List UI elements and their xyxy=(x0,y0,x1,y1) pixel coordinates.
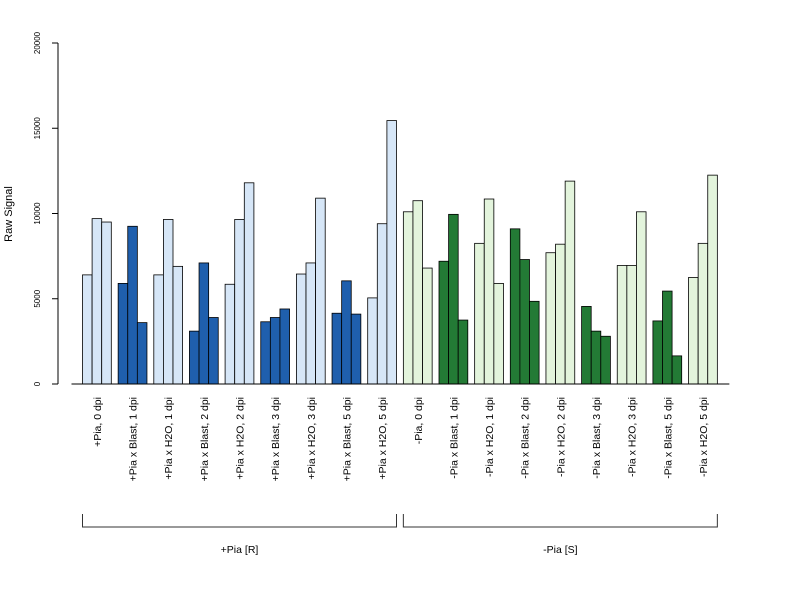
bar xyxy=(260,321,271,385)
bar xyxy=(208,317,219,385)
bar xyxy=(91,218,103,385)
x-tick-label: +Pia x Blast, 3 dpi xyxy=(270,397,282,481)
bar xyxy=(545,252,556,385)
x-tick-label: +Pia x H2O, 3 dpi xyxy=(306,397,318,480)
bar xyxy=(367,297,378,385)
bar xyxy=(224,283,236,385)
bar xyxy=(402,211,414,385)
y-tick-label: 0 xyxy=(33,381,42,386)
bar xyxy=(509,228,521,385)
x-tick-label: +Pia x H2O, 5 dpi xyxy=(377,397,389,480)
bar xyxy=(127,225,138,385)
bar xyxy=(189,330,200,385)
bar xyxy=(483,198,495,385)
bar xyxy=(279,308,290,385)
bar xyxy=(555,243,566,385)
x-tick-label: -Pia x H2O, 1 dpi xyxy=(484,397,496,477)
bar xyxy=(305,262,317,385)
x-tick-label: -Pia x H2O, 5 dpi xyxy=(698,397,710,477)
bar xyxy=(331,312,343,385)
y-tick-label: 20000 xyxy=(33,31,42,54)
x-tick-label: -Pia x Blast, 2 dpi xyxy=(520,397,532,479)
group-bracket-label: +Pia [R] xyxy=(221,544,259,556)
x-tick-label: -Pia x Blast, 5 dpi xyxy=(662,397,674,479)
x-tick-label: +Pia x H2O, 2 dpi xyxy=(235,397,247,480)
bar xyxy=(153,274,164,385)
bars xyxy=(82,120,718,385)
bar xyxy=(412,200,423,385)
bar xyxy=(136,322,148,385)
bar xyxy=(590,330,602,385)
bar xyxy=(652,320,663,385)
x-tick-label: +Pia x Blast, 2 dpi xyxy=(199,397,211,481)
bar xyxy=(616,265,628,385)
x-tick-label: +Pia x Blast, 5 dpi xyxy=(341,397,353,481)
bar xyxy=(697,242,709,385)
bar xyxy=(172,265,184,385)
x-tick-label: +Pia x H2O, 1 dpi xyxy=(163,397,175,480)
bar xyxy=(234,219,245,385)
bar xyxy=(101,221,112,385)
bar xyxy=(269,317,281,385)
bar xyxy=(581,306,592,385)
bar xyxy=(688,277,699,385)
y-axis-label: Raw Signal xyxy=(3,186,15,242)
y-tick-label: 15000 xyxy=(33,117,42,140)
bar xyxy=(82,274,93,385)
bar xyxy=(662,290,673,385)
bar xyxy=(315,197,326,385)
x-tick-label: +Pia x Blast, 1 dpi xyxy=(128,397,140,481)
x-tick-labels: +Pia, 0 dpi +Pia x Blast, 1 dpi +Pia x H2O… xyxy=(92,397,710,481)
bar xyxy=(243,182,255,385)
y-axis: 0 5000 10000 15000 20000 xyxy=(33,31,59,386)
bar xyxy=(386,120,397,385)
y-tick-label: 10000 xyxy=(33,202,42,225)
x-tick-label: +Pia, 0 dpi xyxy=(92,397,104,447)
bar xyxy=(636,211,647,385)
bar xyxy=(626,265,637,385)
y-tick-label: 5000 xyxy=(33,289,42,307)
bar xyxy=(448,213,459,385)
bar xyxy=(162,219,174,385)
group-bracket xyxy=(402,514,718,528)
bar xyxy=(350,313,362,385)
bar xyxy=(493,282,504,385)
bar xyxy=(457,319,469,385)
x-tick-label: -Pia x Blast, 3 dpi xyxy=(591,397,603,479)
group-bracket-label: -Pia [S] xyxy=(543,544,578,556)
bar xyxy=(295,273,307,385)
bar xyxy=(376,223,388,385)
bar xyxy=(564,180,576,385)
bar xyxy=(529,300,540,385)
bar xyxy=(341,280,352,385)
x-tick-label: -Pia, 0 dpi xyxy=(413,397,425,444)
bar xyxy=(600,335,611,385)
bar xyxy=(438,260,450,385)
group-bracket xyxy=(82,514,397,528)
x-tick-label: -Pia x H2O, 2 dpi xyxy=(555,397,567,477)
bar xyxy=(519,259,530,385)
bar xyxy=(474,242,485,385)
x-tick-label: -Pia x H2O, 3 dpi xyxy=(627,397,639,477)
bar xyxy=(707,174,718,385)
bar xyxy=(117,282,129,385)
bar xyxy=(671,355,683,385)
group-brackets: +Pia [R] -Pia [S] xyxy=(82,514,718,556)
bar xyxy=(422,267,433,385)
bar xyxy=(198,262,210,385)
x-tick-label: -Pia x Blast, 1 dpi xyxy=(448,397,460,479)
